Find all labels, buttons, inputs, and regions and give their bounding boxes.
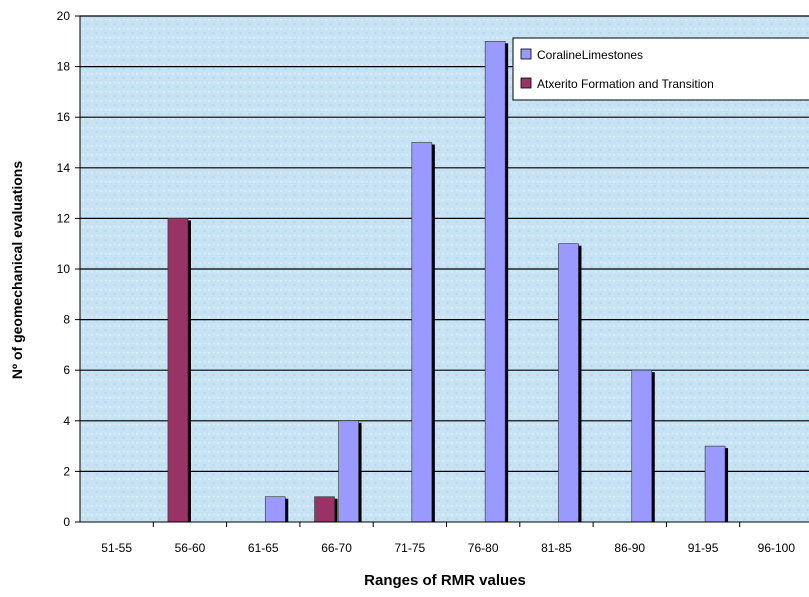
y-axis-ticks: 0 2 4 6 8 10 12 14 16 18 20 [57,9,80,529]
x-tick-label: 66-70 [321,541,352,555]
legend-label-atxerito: Atxerito Formation and Transition [537,77,714,91]
legend-swatch-atxerito [520,77,532,89]
y-tick-label: 16 [57,110,71,124]
x-tick-label: 56-60 [175,541,206,555]
y-axis-title: Nº of geomechanical evaluations [9,161,25,379]
legend-label-coralinelimestones: CoralineLimestones [537,48,643,62]
y-tick-label: 2 [63,464,70,478]
y-tick-label: 12 [57,211,71,225]
y-tick-label: 8 [63,313,70,327]
y-tick-label: 18 [57,60,71,74]
x-tick-label: 91-95 [688,541,719,555]
bar [558,243,579,523]
y-tick-label: 0 [63,515,70,529]
x-axis-ticks: 51-55 56-60 61-65 66-70 71-75 76-80 81-85 86-90… [101,522,795,555]
bar [338,420,359,523]
legend-box [512,37,809,101]
bar [411,142,433,523]
gridlines [80,15,809,472]
x-axis-title: Ranges of RMR values [364,572,526,589]
x-tick-label: 76-80 [468,541,499,555]
x-tick-label: 86-90 [614,541,645,555]
x-tick-label: 81-85 [541,541,572,555]
y-tick-label: 14 [57,161,71,175]
bar [167,218,189,523]
bars [167,40,729,523]
x-tick-label: 71-75 [394,541,425,555]
x-tick-label: 96-100 [758,541,796,555]
bar [314,496,335,523]
x-tick-label: 51-55 [101,541,132,555]
y-tick-label: 4 [63,414,70,428]
bar [631,369,653,523]
y-tick-label: 10 [57,262,71,276]
legend-swatch-coralinelimestones [520,48,532,60]
bar [264,496,286,523]
bar [484,40,506,523]
bar [704,445,726,523]
y-tick-label: 20 [57,9,71,23]
legend: CoralineLimestones Atxerito Formation an… [512,37,809,101]
x-tick-label: 61-65 [248,541,279,555]
y-tick-label: 6 [63,363,70,377]
